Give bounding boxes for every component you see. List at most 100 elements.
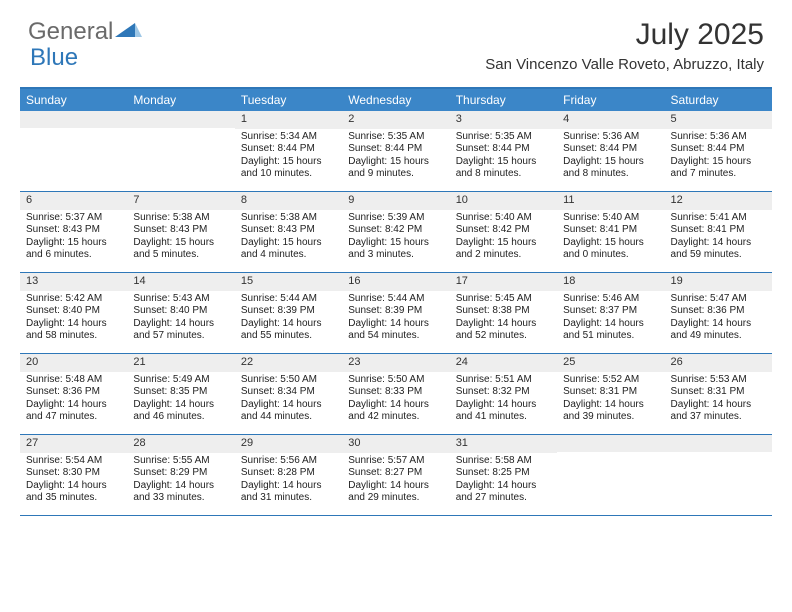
sunset-line: Sunset: 8:44 PM: [348, 143, 443, 156]
day-cell: 7Sunrise: 5:38 AMSunset: 8:43 PMDaylight…: [127, 192, 234, 272]
day-cell: 3Sunrise: 5:35 AMSunset: 8:44 PMDaylight…: [450, 111, 557, 191]
daylight-line: Daylight: 14 hours and 57 minutes.: [133, 318, 228, 343]
sunrise-line: Sunrise: 5:36 AM: [671, 131, 766, 144]
day-body: Sunrise: 5:38 AMSunset: 8:43 PMDaylight:…: [235, 210, 342, 266]
day-header-row: SundayMondayTuesdayWednesdayThursdayFrid…: [20, 89, 772, 111]
daylight-line: Daylight: 15 hours and 8 minutes.: [456, 156, 551, 181]
day-cell: 27Sunrise: 5:54 AMSunset: 8:30 PMDayligh…: [20, 435, 127, 515]
day-body: [557, 452, 664, 512]
sunset-line: Sunset: 8:41 PM: [671, 224, 766, 237]
day-cell: 30Sunrise: 5:57 AMSunset: 8:27 PMDayligh…: [342, 435, 449, 515]
day-header: Friday: [557, 89, 664, 111]
daylight-line: Daylight: 14 hours and 59 minutes.: [671, 237, 766, 262]
sunrise-line: Sunrise: 5:38 AM: [133, 212, 228, 225]
week-row: 1Sunrise: 5:34 AMSunset: 8:44 PMDaylight…: [20, 111, 772, 192]
sunrise-line: Sunrise: 5:34 AM: [241, 131, 336, 144]
day-number: [665, 435, 772, 452]
day-body: Sunrise: 5:48 AMSunset: 8:36 PMDaylight:…: [20, 372, 127, 428]
day-number: 9: [342, 192, 449, 210]
sunrise-line: Sunrise: 5:52 AM: [563, 374, 658, 387]
daylight-line: Daylight: 15 hours and 8 minutes.: [563, 156, 658, 181]
day-body: Sunrise: 5:36 AMSunset: 8:44 PMDaylight:…: [557, 129, 664, 185]
logo-text-general: General: [28, 18, 113, 46]
day-body: Sunrise: 5:39 AMSunset: 8:42 PMDaylight:…: [342, 210, 449, 266]
sunset-line: Sunset: 8:31 PM: [671, 386, 766, 399]
day-body: Sunrise: 5:36 AMSunset: 8:44 PMDaylight:…: [665, 129, 772, 185]
sunset-line: Sunset: 8:44 PM: [563, 143, 658, 156]
day-number: 21: [127, 354, 234, 372]
sunset-line: Sunset: 8:34 PM: [241, 386, 336, 399]
day-cell: 19Sunrise: 5:47 AMSunset: 8:36 PMDayligh…: [665, 273, 772, 353]
day-cell: 17Sunrise: 5:45 AMSunset: 8:38 PMDayligh…: [450, 273, 557, 353]
sunset-line: Sunset: 8:33 PM: [348, 386, 443, 399]
sunset-line: Sunset: 8:38 PM: [456, 305, 551, 318]
day-cell: 25Sunrise: 5:52 AMSunset: 8:31 PMDayligh…: [557, 354, 664, 434]
week-row: 6Sunrise: 5:37 AMSunset: 8:43 PMDaylight…: [20, 192, 772, 273]
day-number: 15: [235, 273, 342, 291]
day-cell: 13Sunrise: 5:42 AMSunset: 8:40 PMDayligh…: [20, 273, 127, 353]
day-body: Sunrise: 5:37 AMSunset: 8:43 PMDaylight:…: [20, 210, 127, 266]
day-cell: 5Sunrise: 5:36 AMSunset: 8:44 PMDaylight…: [665, 111, 772, 191]
day-number: 19: [665, 273, 772, 291]
day-cell: [665, 435, 772, 515]
day-body: Sunrise: 5:40 AMSunset: 8:42 PMDaylight:…: [450, 210, 557, 266]
day-cell: 10Sunrise: 5:40 AMSunset: 8:42 PMDayligh…: [450, 192, 557, 272]
day-number: 11: [557, 192, 664, 210]
day-cell: 12Sunrise: 5:41 AMSunset: 8:41 PMDayligh…: [665, 192, 772, 272]
daylight-line: Daylight: 14 hours and 41 minutes.: [456, 399, 551, 424]
day-body: [20, 128, 127, 188]
week-row: 27Sunrise: 5:54 AMSunset: 8:30 PMDayligh…: [20, 435, 772, 516]
day-cell: [557, 435, 664, 515]
day-number: 22: [235, 354, 342, 372]
sunrise-line: Sunrise: 5:51 AM: [456, 374, 551, 387]
daylight-line: Daylight: 14 hours and 51 minutes.: [563, 318, 658, 343]
day-cell: 21Sunrise: 5:49 AMSunset: 8:35 PMDayligh…: [127, 354, 234, 434]
day-cell: 20Sunrise: 5:48 AMSunset: 8:36 PMDayligh…: [20, 354, 127, 434]
sunset-line: Sunset: 8:39 PM: [241, 305, 336, 318]
daylight-line: Daylight: 15 hours and 9 minutes.: [348, 156, 443, 181]
sunset-line: Sunset: 8:42 PM: [456, 224, 551, 237]
sunset-line: Sunset: 8:44 PM: [671, 143, 766, 156]
day-number: 2: [342, 111, 449, 129]
day-body: Sunrise: 5:44 AMSunset: 8:39 PMDaylight:…: [342, 291, 449, 347]
daylight-line: Daylight: 14 hours and 42 minutes.: [348, 399, 443, 424]
day-number: 8: [235, 192, 342, 210]
day-cell: 31Sunrise: 5:58 AMSunset: 8:25 PMDayligh…: [450, 435, 557, 515]
day-header: Sunday: [20, 89, 127, 111]
sunset-line: Sunset: 8:43 PM: [26, 224, 121, 237]
sunset-line: Sunset: 8:36 PM: [26, 386, 121, 399]
day-cell: 16Sunrise: 5:44 AMSunset: 8:39 PMDayligh…: [342, 273, 449, 353]
sunrise-line: Sunrise: 5:39 AM: [348, 212, 443, 225]
day-number: 10: [450, 192, 557, 210]
daylight-line: Daylight: 14 hours and 49 minutes.: [671, 318, 766, 343]
day-body: Sunrise: 5:38 AMSunset: 8:43 PMDaylight:…: [127, 210, 234, 266]
day-cell: 23Sunrise: 5:50 AMSunset: 8:33 PMDayligh…: [342, 354, 449, 434]
day-body: Sunrise: 5:34 AMSunset: 8:44 PMDaylight:…: [235, 129, 342, 185]
day-body: Sunrise: 5:35 AMSunset: 8:44 PMDaylight:…: [450, 129, 557, 185]
daylight-line: Daylight: 15 hours and 7 minutes.: [671, 156, 766, 181]
day-cell: [20, 111, 127, 191]
daylight-line: Daylight: 14 hours and 37 minutes.: [671, 399, 766, 424]
sunset-line: Sunset: 8:41 PM: [563, 224, 658, 237]
day-number: 29: [235, 435, 342, 453]
day-body: Sunrise: 5:50 AMSunset: 8:34 PMDaylight:…: [235, 372, 342, 428]
day-body: Sunrise: 5:43 AMSunset: 8:40 PMDaylight:…: [127, 291, 234, 347]
day-number: 28: [127, 435, 234, 453]
day-header: Thursday: [450, 89, 557, 111]
logo-triangle-icon: [115, 18, 143, 46]
sunrise-line: Sunrise: 5:42 AM: [26, 293, 121, 306]
sunrise-line: Sunrise: 5:44 AM: [348, 293, 443, 306]
daylight-line: Daylight: 15 hours and 10 minutes.: [241, 156, 336, 181]
daylight-line: Daylight: 14 hours and 54 minutes.: [348, 318, 443, 343]
sunrise-line: Sunrise: 5:35 AM: [456, 131, 551, 144]
daylight-line: Daylight: 14 hours and 58 minutes.: [26, 318, 121, 343]
day-body: Sunrise: 5:49 AMSunset: 8:35 PMDaylight:…: [127, 372, 234, 428]
day-number: 3: [450, 111, 557, 129]
day-body: Sunrise: 5:58 AMSunset: 8:25 PMDaylight:…: [450, 453, 557, 509]
sunrise-line: Sunrise: 5:50 AM: [348, 374, 443, 387]
daylight-line: Daylight: 14 hours and 55 minutes.: [241, 318, 336, 343]
weeks-container: 1Sunrise: 5:34 AMSunset: 8:44 PMDaylight…: [20, 111, 772, 516]
sunset-line: Sunset: 8:31 PM: [563, 386, 658, 399]
day-number: [127, 111, 234, 128]
day-number: 18: [557, 273, 664, 291]
